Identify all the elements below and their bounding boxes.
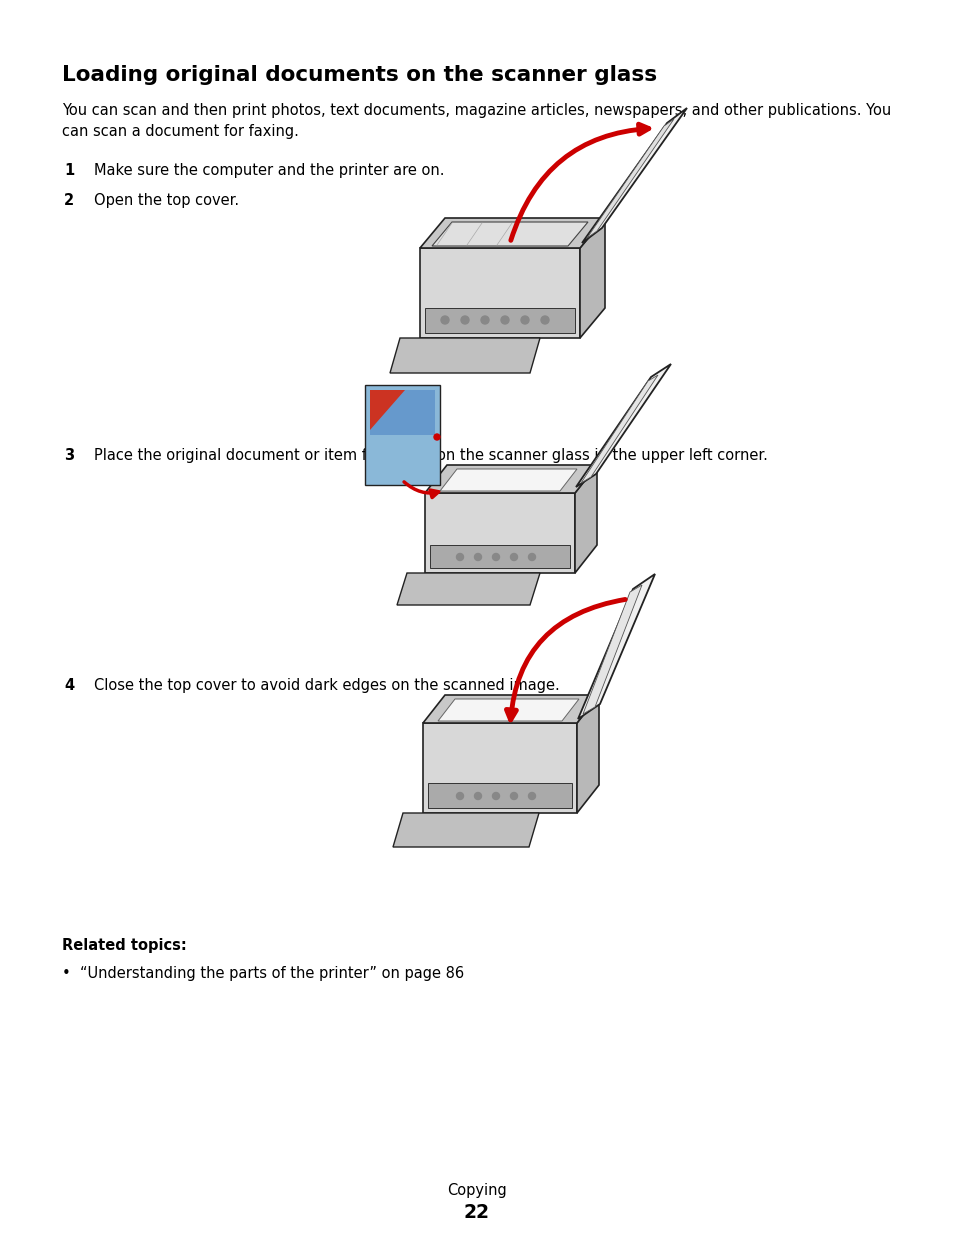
Polygon shape — [580, 375, 658, 483]
Polygon shape — [370, 390, 435, 435]
Text: Place the original document or item facedown on the scanner glass in the upper l: Place the original document or item face… — [94, 448, 767, 463]
Circle shape — [520, 316, 529, 324]
Polygon shape — [577, 695, 598, 813]
Text: Close the top cover to avoid dark edges on the scanned image.: Close the top cover to avoid dark edges … — [94, 678, 559, 693]
Polygon shape — [370, 390, 405, 430]
Circle shape — [492, 553, 499, 561]
Circle shape — [480, 316, 489, 324]
Polygon shape — [390, 338, 539, 373]
Text: 3: 3 — [64, 448, 74, 463]
Polygon shape — [586, 119, 673, 238]
Text: Copying: Copying — [447, 1183, 506, 1198]
Text: 1: 1 — [64, 163, 74, 178]
Circle shape — [510, 793, 517, 799]
Polygon shape — [581, 107, 686, 243]
Polygon shape — [422, 722, 577, 813]
Circle shape — [456, 553, 463, 561]
Text: 4: 4 — [64, 678, 74, 693]
Polygon shape — [422, 695, 598, 722]
Text: 2: 2 — [64, 193, 74, 207]
Text: Open the top cover.: Open the top cover. — [94, 193, 239, 207]
Polygon shape — [365, 385, 439, 485]
Circle shape — [456, 793, 463, 799]
Circle shape — [434, 433, 439, 440]
Circle shape — [500, 316, 509, 324]
Circle shape — [440, 316, 449, 324]
Polygon shape — [432, 222, 587, 246]
Polygon shape — [430, 545, 569, 568]
Text: Related topics:: Related topics: — [62, 939, 187, 953]
Circle shape — [528, 553, 535, 561]
Polygon shape — [576, 364, 670, 487]
Circle shape — [460, 316, 469, 324]
Circle shape — [474, 793, 481, 799]
Polygon shape — [575, 466, 597, 573]
Text: You can scan and then print photos, text documents, magazine articles, newspaper: You can scan and then print photos, text… — [62, 103, 890, 140]
Circle shape — [528, 793, 535, 799]
Polygon shape — [424, 308, 575, 333]
Polygon shape — [582, 585, 641, 714]
Polygon shape — [439, 469, 577, 492]
Circle shape — [540, 316, 548, 324]
Circle shape — [492, 793, 499, 799]
Polygon shape — [579, 219, 604, 338]
Polygon shape — [578, 574, 655, 719]
Circle shape — [510, 553, 517, 561]
Polygon shape — [424, 466, 597, 493]
Polygon shape — [396, 573, 539, 605]
Text: Loading original documents on the scanner glass: Loading original documents on the scanne… — [62, 65, 657, 85]
Polygon shape — [393, 813, 538, 847]
Circle shape — [474, 553, 481, 561]
Text: Make sure the computer and the printer are on.: Make sure the computer and the printer a… — [94, 163, 444, 178]
Polygon shape — [437, 699, 578, 721]
Text: 22: 22 — [463, 1203, 490, 1221]
Text: •  “Understanding the parts of the printer” on page 86: • “Understanding the parts of the printe… — [62, 966, 464, 981]
Polygon shape — [419, 219, 604, 248]
Polygon shape — [419, 248, 579, 338]
Polygon shape — [428, 783, 572, 808]
Polygon shape — [424, 493, 575, 573]
